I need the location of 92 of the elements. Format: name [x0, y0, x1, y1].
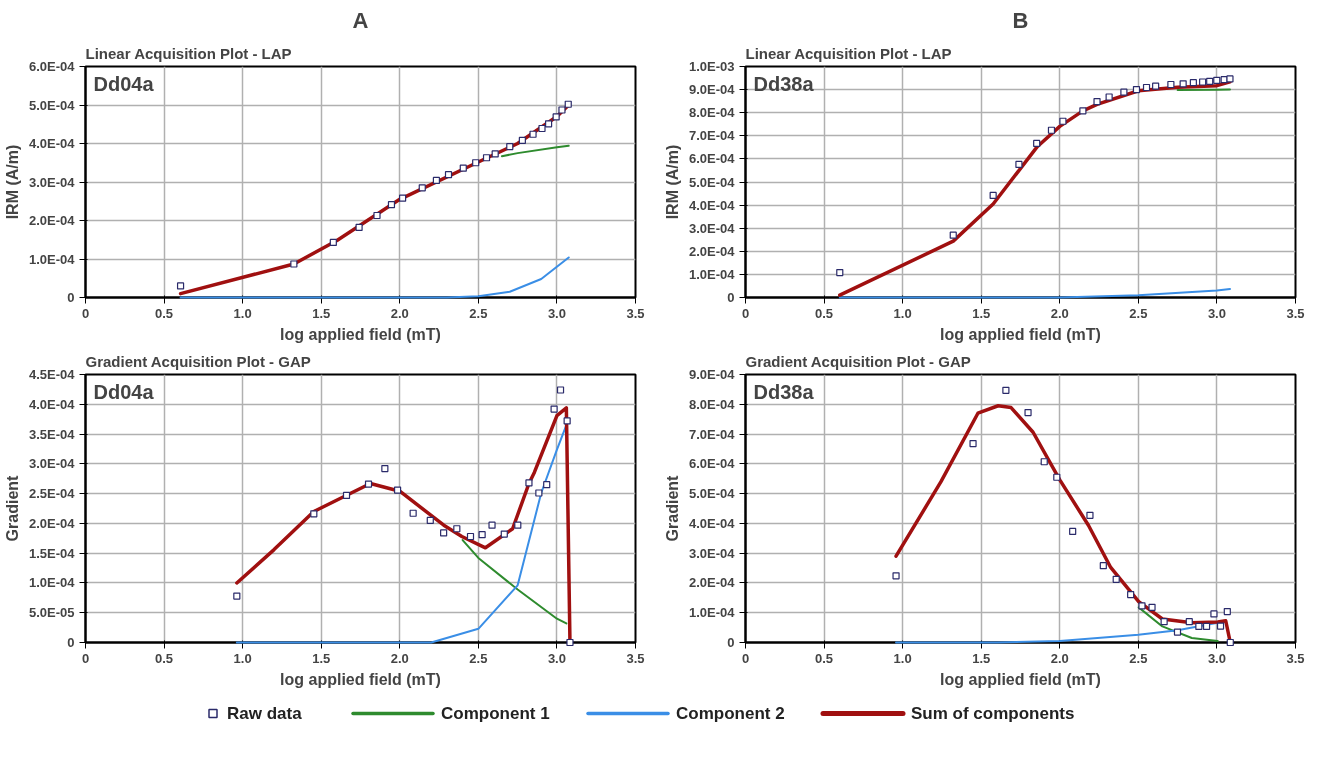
x-axis-title: log applied field (mT) — [940, 325, 1101, 343]
y-tick-label: 2.0E-04 — [688, 243, 736, 259]
x-tick-label: 2.0 — [1050, 650, 1069, 666]
y-tick-label: 4.0E-04 — [28, 136, 76, 151]
y-tick-label: 7.0E-04 — [688, 426, 736, 442]
y-tick-label: 5.0E-04 — [688, 174, 736, 190]
chart-subtitle: Linear Acquisition Plot - LAP — [745, 44, 952, 62]
legend-label: Component 2 — [676, 704, 785, 723]
y-tick-label: 1.0E-04 — [28, 251, 76, 267]
x-tick-label: 2.5 — [1129, 305, 1148, 321]
y-tick-label: 2.0E-04 — [688, 575, 736, 591]
x-tick-label: 1.0 — [893, 305, 912, 321]
y-tick-label: 3.0E-04 — [688, 220, 736, 236]
x-tick-label: 1.5 — [972, 305, 991, 321]
legend-label: Raw data — [227, 704, 303, 723]
y-axis-title: Gradient — [3, 474, 21, 542]
x-tick-label: 1.0 — [893, 650, 912, 666]
y-tick-label: 6.0E-04 — [688, 151, 736, 167]
x-tick-label: 1.5 — [312, 305, 331, 321]
y-tick-label: 8.0E-04 — [688, 396, 736, 412]
y-tick-label: 7.0E-04 — [688, 128, 736, 144]
x-tick-label: 1.5 — [972, 650, 991, 666]
x-tick-label: 2.5 — [469, 305, 488, 321]
annotation: Dd04a — [93, 380, 155, 403]
y-tick-label: 3.0E-04 — [688, 545, 736, 561]
y-tick-label: 1.5E-04 — [28, 545, 76, 561]
y-tick-label: 9.0E-04 — [688, 82, 736, 98]
x-tick-label: 3.5 — [1286, 305, 1305, 321]
y-axis-title: IRM (A/m) — [3, 144, 21, 220]
legend-label: Sum of components — [911, 704, 1075, 723]
y-tick-label: 0 — [67, 635, 75, 650]
chart-subtitle: Gradient Acquisition Plot - GAP — [745, 352, 971, 370]
y-tick-label: 4.0E-04 — [688, 515, 736, 531]
x-tick-label: 1.5 — [312, 650, 331, 666]
y-tick-label: 1.0E-04 — [688, 266, 736, 282]
y-tick-label: 5.0E-04 — [688, 486, 736, 502]
y-tick-label: 1.0E-04 — [28, 575, 76, 591]
x-tick-label: 3.0 — [547, 305, 566, 321]
y-axis-title: Gradient — [663, 474, 681, 542]
y-tick-label: 5.0E-05 — [28, 605, 75, 621]
x-tick-label: 1.0 — [233, 305, 252, 321]
x-tick-label: 0 — [741, 305, 750, 321]
chart-subtitle: Linear Acquisition Plot - LAP — [85, 44, 292, 62]
x-tick-label: 3.0 — [1207, 650, 1226, 666]
y-tick-label: 2.5E-04 — [28, 486, 76, 502]
y-tick-label: 9.0E-04 — [688, 367, 736, 382]
x-tick-label: 3.5 — [1286, 650, 1305, 666]
y-tick-label: 0 — [727, 635, 735, 650]
y-tick-label: 0 — [67, 290, 75, 305]
chart-title: A — [352, 7, 369, 33]
y-tick-label: 2.0E-04 — [28, 213, 76, 228]
y-tick-label: 2.0E-04 — [28, 515, 76, 531]
y-tick-label: 6.0E-04 — [28, 59, 76, 74]
y-tick-label: 3.0E-04 — [28, 456, 76, 472]
x-axis-title: log applied field (mT) — [280, 670, 441, 688]
y-tick-label: 4.5E-04 — [28, 367, 76, 382]
y-tick-label: 4.0E-04 — [28, 396, 76, 412]
x-tick-label: 0 — [741, 650, 750, 666]
y-tick-label: 4.0E-04 — [688, 197, 736, 213]
x-tick-label: 1.0 — [233, 650, 252, 666]
x-tick-label: 2.5 — [469, 650, 488, 666]
y-axis-title: IRM (A/m) — [663, 144, 681, 220]
y-tick-label: 5.0E-04 — [28, 97, 76, 113]
x-tick-label: 3.5 — [626, 650, 645, 666]
x-tick-label: 3.0 — [1207, 305, 1226, 321]
x-tick-label: 2.0 — [390, 650, 409, 666]
y-tick-label: 3.0E-04 — [28, 174, 76, 190]
x-tick-label: 2.0 — [1050, 305, 1069, 321]
x-axis-title: log applied field (mT) — [280, 325, 441, 343]
legend-label: Component 1 — [441, 704, 550, 723]
x-tick-label: 0 — [81, 650, 90, 666]
y-tick-label: 0 — [727, 290, 735, 305]
annotation: Dd38a — [753, 380, 815, 403]
y-tick-label: 6.0E-04 — [688, 456, 736, 472]
x-tick-label: 3.5 — [626, 305, 645, 321]
chart-subtitle: Gradient Acquisition Plot - GAP — [85, 352, 311, 370]
x-tick-label: 0.5 — [815, 305, 834, 321]
x-tick-label: 2.5 — [1129, 650, 1148, 666]
chart-title: B — [1012, 7, 1029, 33]
x-tick-label: 0.5 — [815, 650, 834, 666]
x-tick-label: 0.5 — [155, 650, 174, 666]
y-tick-label: 1.0E-04 — [688, 605, 736, 621]
y-tick-label: 1.0E-03 — [688, 59, 735, 74]
y-tick-label: 3.5E-04 — [28, 426, 76, 442]
x-tick-label: 3.0 — [547, 650, 566, 666]
x-tick-label: 0.5 — [155, 305, 174, 321]
y-tick-label: 8.0E-04 — [688, 105, 736, 121]
annotation: Dd38a — [753, 72, 815, 95]
x-tick-label: 0 — [81, 305, 90, 321]
annotation: Dd04a — [93, 72, 155, 95]
x-axis-title: log applied field (mT) — [940, 670, 1101, 688]
x-tick-label: 2.0 — [390, 305, 409, 321]
